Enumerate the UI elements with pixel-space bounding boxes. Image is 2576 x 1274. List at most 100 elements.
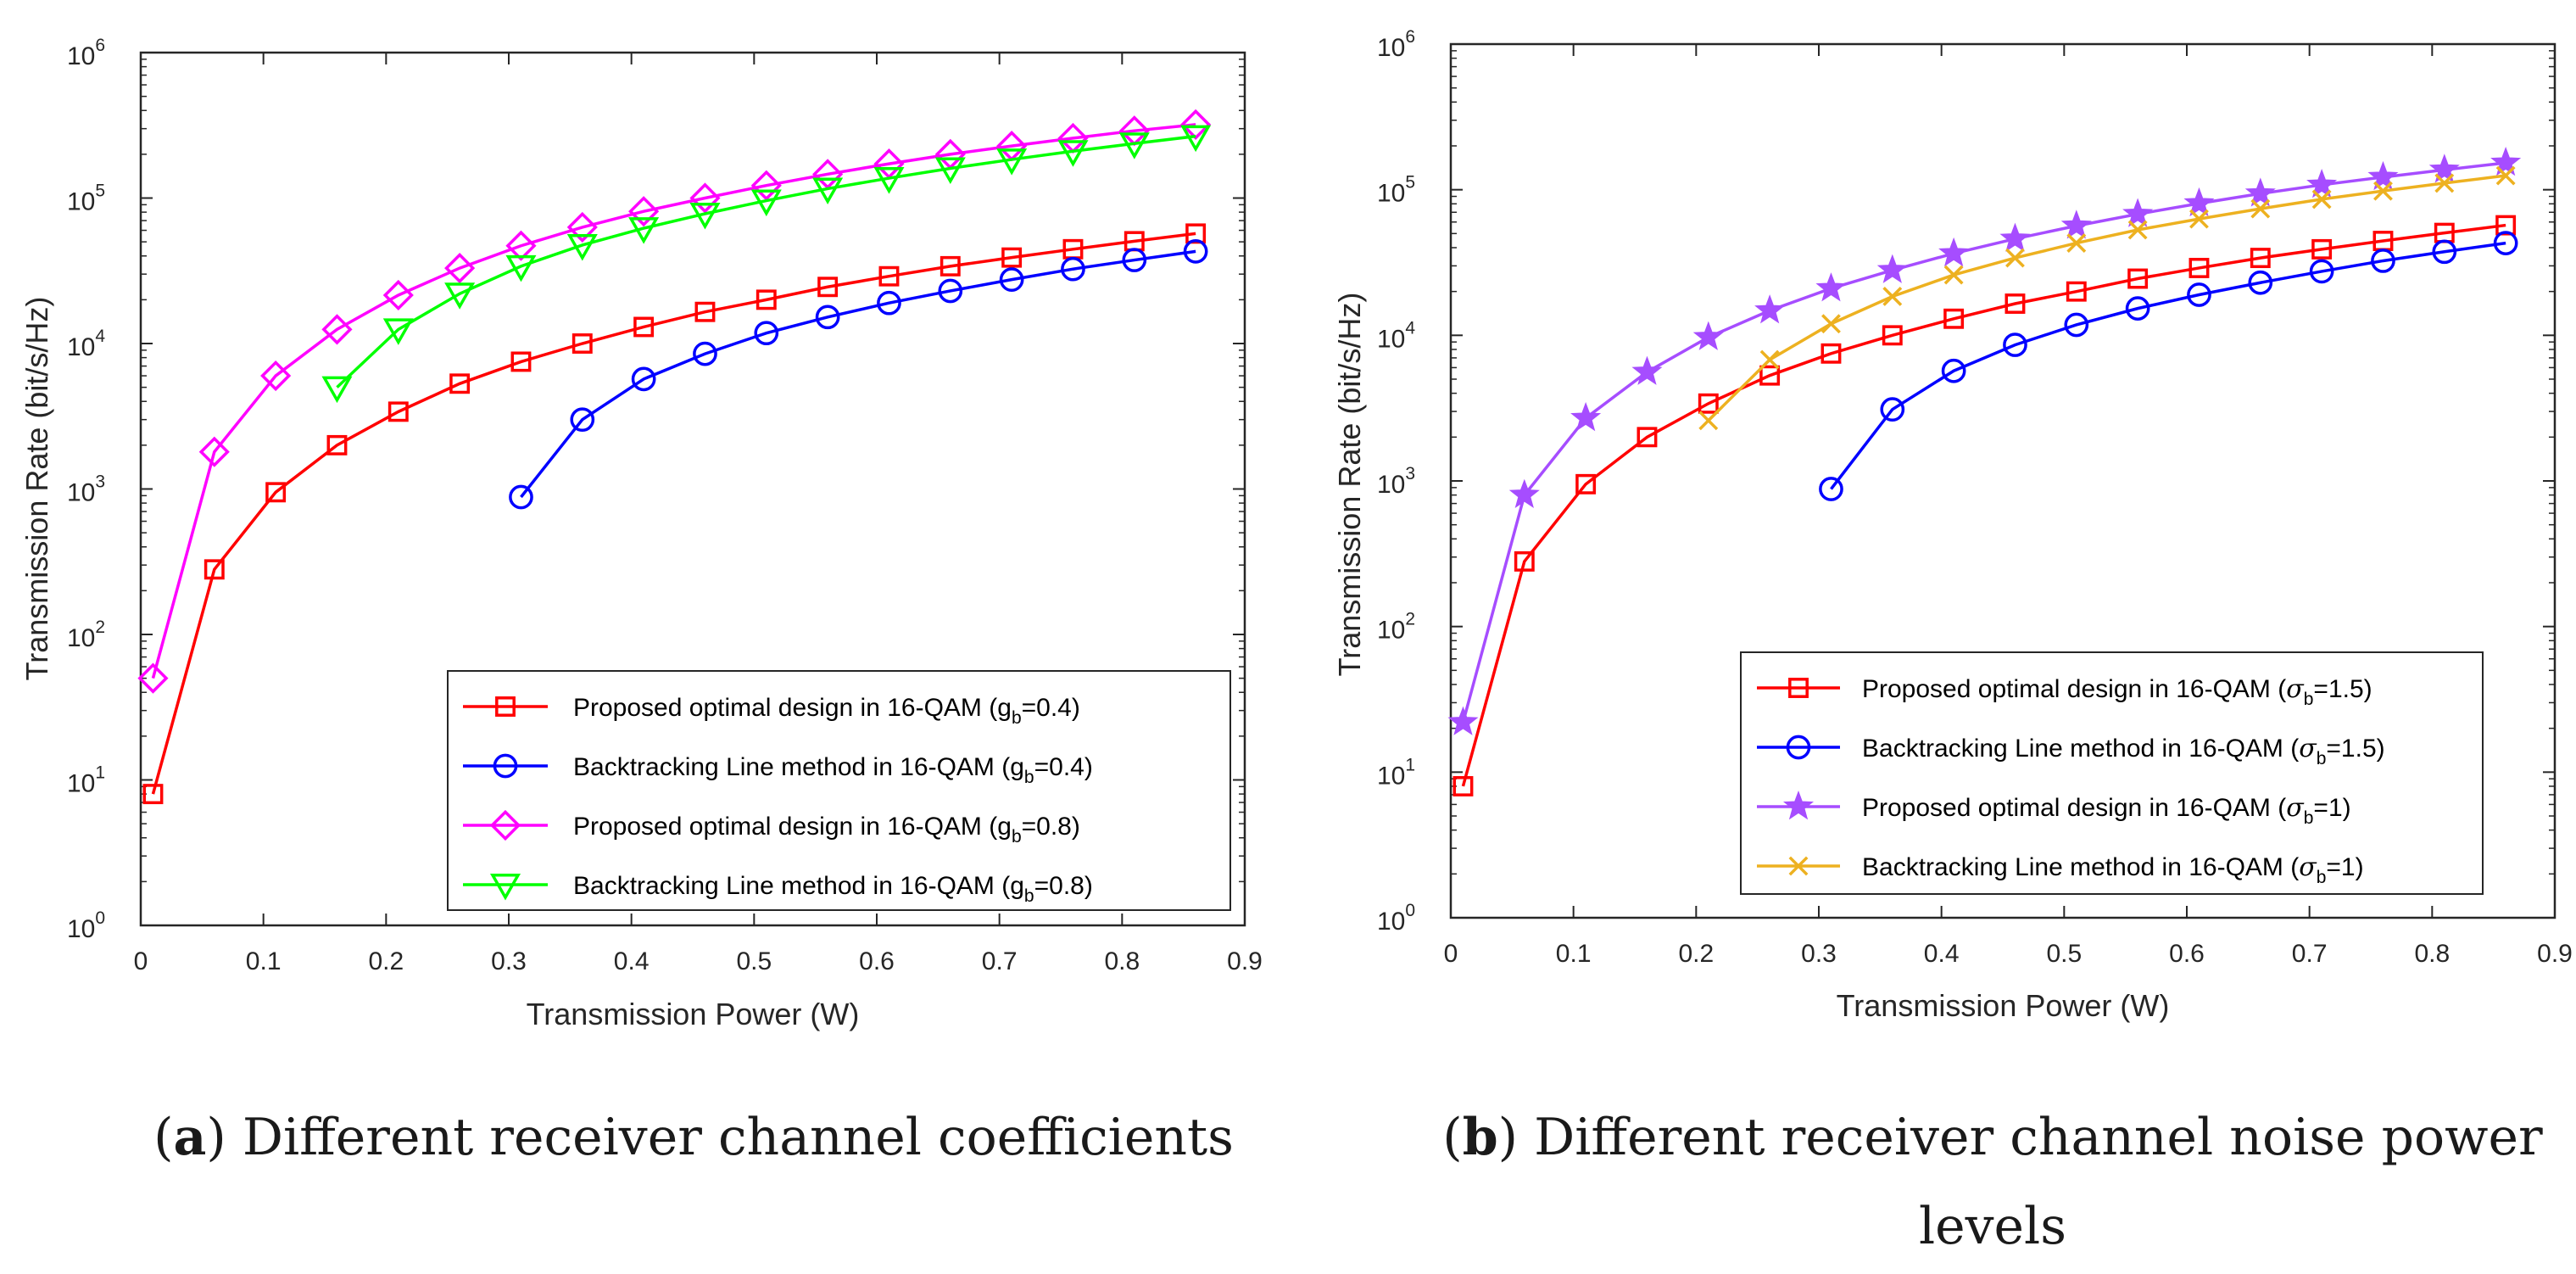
data-point-a-1 <box>449 373 471 394</box>
data-point-a-1 <box>388 401 409 422</box>
y-tick-exponent-b: 5 <box>1405 173 1415 193</box>
data-point-a-3 <box>1180 109 1212 140</box>
y-tick-exponent-a: 2 <box>95 617 105 637</box>
data-point-b-1 <box>1698 393 1719 414</box>
y-tick-label-a: 104 <box>67 327 105 361</box>
y-tick-exponent-a: 5 <box>95 182 105 201</box>
caption-b-line2: levels <box>1919 1197 2066 1256</box>
legend-marker-b-1 <box>1788 678 1809 698</box>
legend-label-name: Proposed optimal design in 16-QAM (g <box>573 694 1012 722</box>
data-point-a-3 <box>260 360 292 392</box>
data-point-b-4 <box>1698 411 1719 431</box>
series-a-1 <box>142 223 1207 805</box>
data-point-b-4 <box>2189 209 2209 229</box>
legend-label-param: =1.5) <box>2326 735 2384 763</box>
legend-marker-b-2 <box>1786 735 1811 760</box>
legend-entry-a-4: Backtracking Line method in 16-QAM (gb=0… <box>463 872 1093 906</box>
data-point-a-1 <box>326 434 348 455</box>
data-point-b-1 <box>1943 308 1965 329</box>
series-line-a-1 <box>151 232 1196 795</box>
x-tick-label-a: 0.4 <box>614 947 650 975</box>
data-point-a-4 <box>444 282 476 310</box>
y-tick-label-b: 105 <box>1377 173 1415 208</box>
data-point-b-2 <box>2064 312 2089 338</box>
legend-box-b <box>1740 651 2484 895</box>
series-b-1 <box>1452 215 2517 796</box>
data-point-a-3 <box>689 182 721 214</box>
y-axis-label-b: Transmission Rate (bit/s/Hz) <box>1332 293 1367 677</box>
data-point-b-1 <box>2004 293 2026 314</box>
data-point-a-4 <box>996 148 1028 176</box>
data-point-b-4 <box>2311 189 2332 210</box>
x-tick-label-a: 0.9 <box>1227 947 1263 975</box>
data-point-a-4 <box>689 203 721 230</box>
series-b-4 <box>1698 165 2516 431</box>
x-tick-label-b: 0 <box>1444 940 1458 968</box>
data-point-b-3 <box>1999 222 2031 252</box>
caption-b-label: b <box>1463 1108 1498 1167</box>
x-axis-label-a: Transmission Power (W) <box>527 997 860 1031</box>
y-tick-label-a: 100 <box>67 908 105 943</box>
legend-label-a-3: Proposed optimal design in 16-QAM (gb=0.… <box>573 813 1080 847</box>
data-point-a-2 <box>1122 248 1147 272</box>
legend-entry-a-3: Proposed optimal design in 16-QAM (gb=0.… <box>463 809 1080 847</box>
data-point-a-3 <box>566 211 598 243</box>
series-line-b-4 <box>1707 174 2506 422</box>
data-point-a-1 <box>204 559 225 580</box>
legend-box-a <box>447 670 1231 911</box>
data-point-b-4 <box>1759 349 1780 370</box>
data-point-b-1 <box>1820 343 1842 364</box>
data-point-b-3 <box>2306 168 2338 198</box>
data-point-a-4 <box>628 217 660 244</box>
series-a-2 <box>509 239 1208 510</box>
data-point-b-3 <box>1754 294 1786 324</box>
series-b-2 <box>1819 231 2518 501</box>
data-point-a-1 <box>878 265 900 287</box>
data-point-b-1 <box>1759 365 1781 386</box>
data-point-b-3 <box>2183 187 2215 217</box>
data-point-b-3 <box>1631 355 1663 385</box>
data-point-b-3 <box>1938 237 1970 267</box>
y-tick-exponent-a: 1 <box>95 763 105 783</box>
data-point-a-4 <box>321 376 353 404</box>
legend-entry-b-2: Backtracking Line method in 16-QAM (σb=1… <box>1757 734 2385 768</box>
x-tick-label-b: 0.3 <box>1801 940 1837 968</box>
legend-label-subscript: b <box>1024 886 1034 906</box>
x-axis-label-b: Transmission Power (W) <box>1837 988 2170 1023</box>
legend-marker-b-4 <box>1788 856 1809 876</box>
data-point-a-2 <box>938 278 963 304</box>
data-point-b-1 <box>2311 238 2333 260</box>
x-tick-label-b: 0.5 <box>2046 940 2082 968</box>
data-point-a-3 <box>382 279 414 311</box>
data-point-b-3 <box>2367 160 2399 191</box>
data-point-b-1 <box>2495 215 2517 236</box>
x-tick-label-b: 0.2 <box>1678 940 1714 968</box>
caption-a: (a) Different receiver channel coefficie… <box>153 1108 1234 1167</box>
data-point-b-3 <box>1508 478 1540 508</box>
data-point-a-3 <box>444 252 476 284</box>
legend-label-subscript: b <box>1012 827 1022 847</box>
data-point-b-1 <box>2250 248 2271 269</box>
legend-label-param: =0.4) <box>1034 753 1093 781</box>
x-tick-label-b: 0.6 <box>2169 940 2205 968</box>
data-point-a-3 <box>198 436 230 467</box>
data-point-b-4 <box>2434 173 2455 193</box>
legend-label-param: =0.8) <box>1034 872 1093 900</box>
data-point-b-1 <box>2188 258 2210 278</box>
data-point-a-3 <box>628 196 660 227</box>
legend-label-subscript: b <box>2304 690 2314 709</box>
legend-entry-a-1: Proposed optimal design in 16-QAM (gb=0.… <box>463 694 1080 728</box>
legend-label-param: =0.4) <box>1022 694 1080 722</box>
y-tick-label-b: 103 <box>1377 464 1415 499</box>
series-group-a <box>137 109 1212 805</box>
data-point-a-1 <box>817 277 839 298</box>
data-point-b-4 <box>2066 233 2087 254</box>
legend-marker-a-2 <box>493 753 518 779</box>
legend-entry-a-2: Backtracking Line method in 16-QAM (gb=0… <box>463 753 1093 787</box>
caption-a-label: a <box>173 1108 206 1167</box>
data-point-b-1 <box>1575 473 1597 495</box>
legend-entry-b-3: Proposed optimal design in 16-QAM (σb=1) <box>1757 791 2351 828</box>
y-tick-label-a: 103 <box>67 472 105 507</box>
